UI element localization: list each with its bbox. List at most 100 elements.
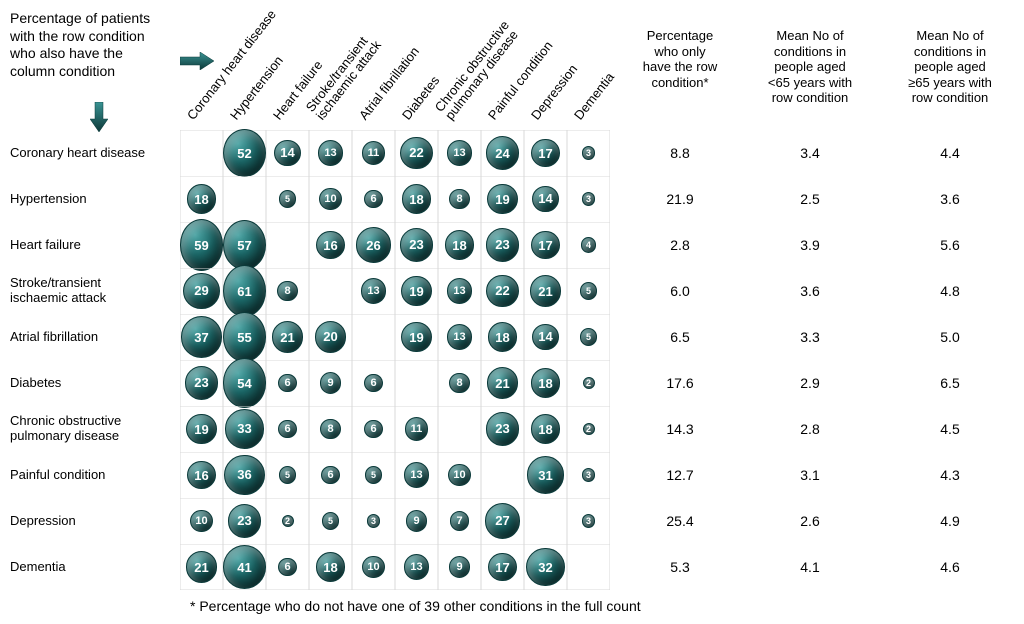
bubble-cell: 33 xyxy=(223,406,266,452)
row-stats: 25.42.64.9 xyxy=(610,513,1020,529)
bubble: 10 xyxy=(319,188,342,211)
stat-value: 4.6 xyxy=(880,559,1020,575)
bubble-cell: 6 xyxy=(352,360,395,406)
bubble: 13 xyxy=(318,140,344,166)
bubble-cell: 8 xyxy=(309,406,352,452)
stat-value: 25.4 xyxy=(620,513,740,529)
stat-value: 3.6 xyxy=(880,191,1020,207)
bubble-cell: 9 xyxy=(309,360,352,406)
bubble: 5 xyxy=(365,466,382,483)
stat-value: 5.6 xyxy=(880,237,1020,253)
bubble-cell: 32 xyxy=(524,544,567,590)
row-stats: 6.53.35.0 xyxy=(610,329,1020,345)
row-label: Diabetes xyxy=(10,376,180,391)
bubble-cell: 10 xyxy=(438,452,481,498)
bubble-cell: 21 xyxy=(481,360,524,406)
bubble: 24 xyxy=(486,136,520,170)
bubble-cell xyxy=(524,498,567,544)
row-label: Heart failure xyxy=(10,238,180,253)
bubble-cell: 18 xyxy=(309,544,352,590)
bubble-cell: 3 xyxy=(567,452,610,498)
bubble-cell: 20 xyxy=(309,314,352,360)
bubble: 18 xyxy=(445,230,475,260)
matrix-row: Stroke/transient ischaemic attack2961813… xyxy=(10,268,1014,314)
row-label: Atrial fibrillation xyxy=(10,330,180,345)
bubble: 6 xyxy=(364,190,382,208)
bubble-row: 18510618819143 xyxy=(180,176,610,222)
bubble: 54 xyxy=(223,358,266,407)
bubble-cell xyxy=(223,176,266,222)
matrix-row: Hypertension1851061881914321.92.53.6 xyxy=(10,176,1014,222)
bubble: 3 xyxy=(367,514,381,528)
bubble-cell: 9 xyxy=(438,544,481,590)
bubble-cell: 19 xyxy=(395,268,438,314)
row-stats: 17.62.96.5 xyxy=(610,375,1020,391)
bubble-cell: 18 xyxy=(180,176,223,222)
matrix-row: Dementia21416181013917325.34.14.6 xyxy=(10,544,1014,590)
stat-value: 4.3 xyxy=(880,467,1020,483)
bubble-cell: 57 xyxy=(223,222,266,268)
bubble: 20 xyxy=(315,321,346,352)
bubble: 32 xyxy=(526,548,565,587)
bubble-cell: 13 xyxy=(438,268,481,314)
stat-value: 12.7 xyxy=(620,467,740,483)
bubble: 36 xyxy=(224,455,265,496)
row-stats: 14.32.84.5 xyxy=(610,421,1020,437)
row-stats: 12.73.14.3 xyxy=(610,467,1020,483)
bubble: 59 xyxy=(180,219,223,270)
bubble: 13 xyxy=(447,278,473,304)
bubble: 3 xyxy=(582,146,596,160)
comorbidity-bubble-matrix: Percentage of patients with the row cond… xyxy=(10,10,1014,614)
bubble: 26 xyxy=(356,227,391,262)
bubble-cell: 31 xyxy=(524,452,567,498)
bubble: 23 xyxy=(185,366,218,399)
row-stats: 21.92.53.6 xyxy=(610,191,1020,207)
bubble-row: 16365651310313 xyxy=(180,452,610,498)
bubble: 8 xyxy=(320,419,341,440)
matrix-row: Coronary heart disease521413112213241738… xyxy=(10,130,1014,176)
stat-value: 2.8 xyxy=(620,237,740,253)
bubble: 22 xyxy=(486,275,518,307)
stat-value: 17.6 xyxy=(620,375,740,391)
stat-value: 6.0 xyxy=(620,283,740,299)
bubble-cell xyxy=(266,222,309,268)
bubble: 18 xyxy=(187,184,217,214)
corner-label: Percentage of patients with the row cond… xyxy=(10,10,170,80)
bubble-cell: 59 xyxy=(180,222,223,268)
bubble-cell: 6 xyxy=(266,544,309,590)
stat-header: Mean No of conditions in people aged ≥65… xyxy=(880,28,1020,106)
bubble-grid-rows: Coronary heart disease521413112213241738… xyxy=(10,130,1014,590)
bubble: 5 xyxy=(322,512,339,529)
bubble-cell: 19 xyxy=(395,314,438,360)
bubble-cell: 3 xyxy=(352,498,395,544)
matrix-row: Atrial fibrillation375521201913181456.53… xyxy=(10,314,1014,360)
bubble-cell: 16 xyxy=(309,222,352,268)
bubble-cell: 19 xyxy=(481,176,524,222)
bubble: 5 xyxy=(279,190,296,207)
stat-value: 5.3 xyxy=(620,559,740,575)
stat-value: 2.6 xyxy=(740,513,880,529)
row-stats: 5.34.14.6 xyxy=(610,559,1020,575)
bubble: 27 xyxy=(485,503,521,539)
bubble: 18 xyxy=(531,414,561,444)
row-stats: 8.83.44.4 xyxy=(610,145,1020,161)
matrix-row: Heart failure595716262318231742.83.95.6 xyxy=(10,222,1014,268)
bubble: 29 xyxy=(183,273,220,310)
bubble: 10 xyxy=(190,510,213,533)
bubble: 10 xyxy=(362,556,385,579)
bubble-cell: 11 xyxy=(352,130,395,176)
bubble: 18 xyxy=(316,552,346,582)
bubble-cell: 22 xyxy=(481,268,524,314)
bubble-cell: 18 xyxy=(481,314,524,360)
bubble-cell: 14 xyxy=(524,176,567,222)
bubble: 23 xyxy=(400,228,433,261)
bubble: 14 xyxy=(274,140,301,167)
bubble: 61 xyxy=(223,265,266,317)
row-label: Coronary heart disease xyxy=(10,146,180,161)
bubble-row: 102325397273 xyxy=(180,498,610,544)
row-stats: 2.83.95.6 xyxy=(610,237,1020,253)
bubble-cell: 17 xyxy=(524,130,567,176)
stat-value: 6.5 xyxy=(620,329,740,345)
bubble: 21 xyxy=(487,367,519,399)
bubble-cell: 5 xyxy=(266,452,309,498)
